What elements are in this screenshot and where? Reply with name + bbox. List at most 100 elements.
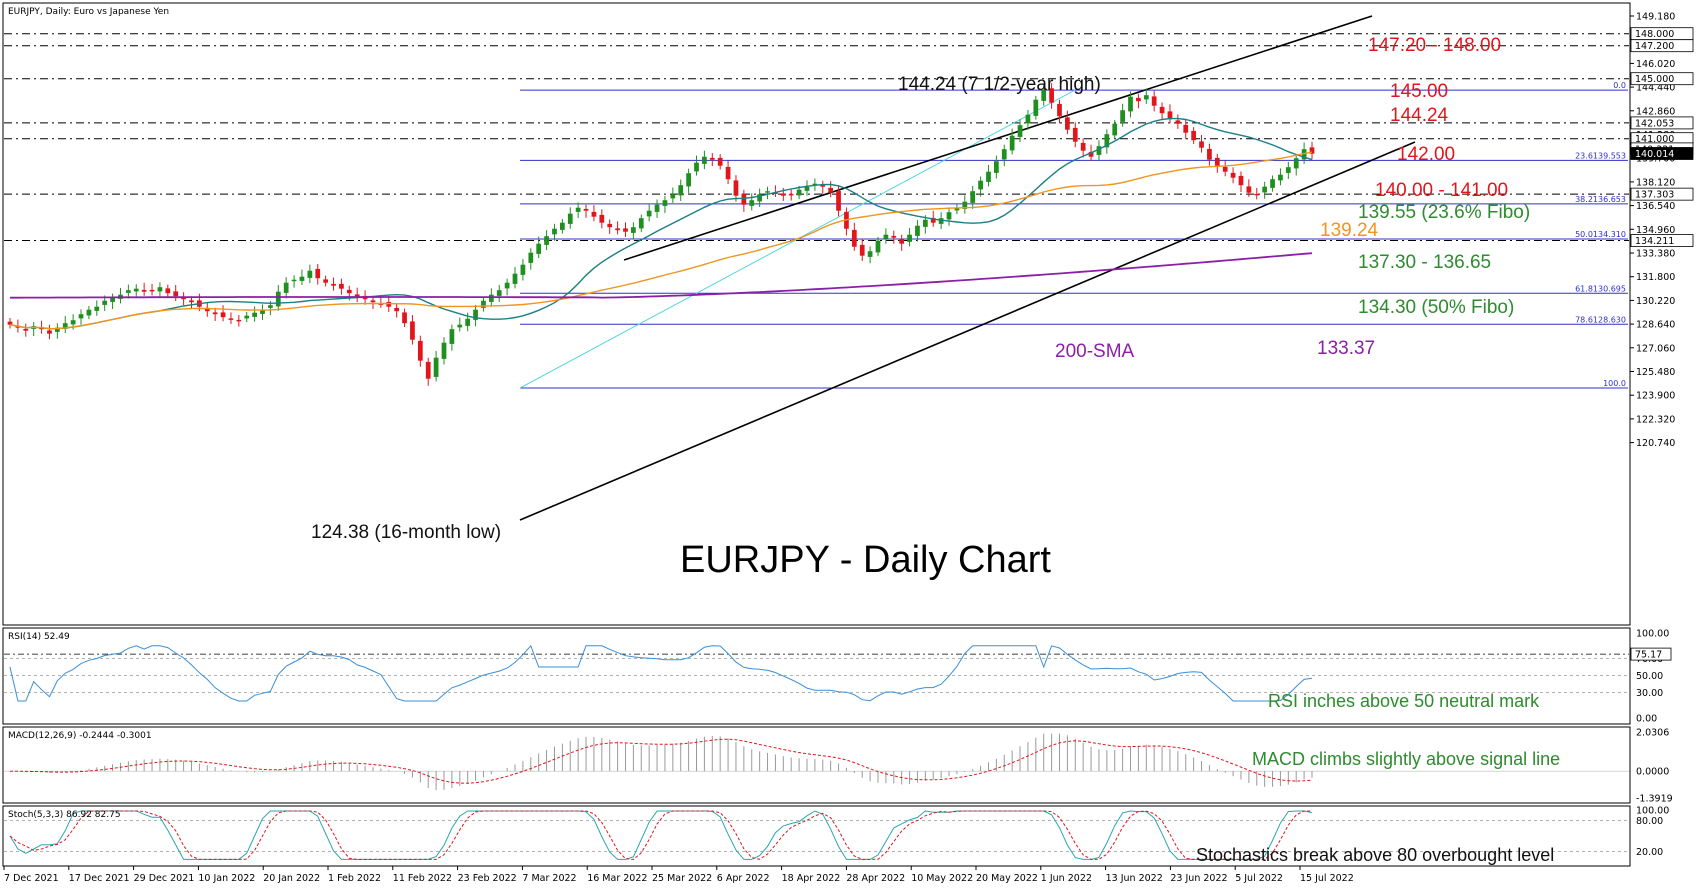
flag-141: 141.000: [1635, 134, 1674, 145]
channel-upper-line: [623, 15, 1373, 261]
price-tick-label: 144.440: [1636, 83, 1675, 94]
candle-body: [544, 236, 549, 245]
candle-body: [1238, 175, 1244, 186]
price-tick-label: 127.060: [1636, 343, 1675, 354]
price-tick-label: 123.900: [1636, 391, 1675, 402]
date-tick-label: 28 Apr 2022: [846, 873, 905, 884]
candle-body: [1072, 127, 1078, 142]
candle-body: [638, 218, 644, 229]
rsi-tick-label: 0.00: [1636, 714, 1657, 725]
fibo-382-label: 38.2136.653: [1575, 195, 1626, 204]
annotation-macd: MACD climbs slightly above signal line: [1252, 749, 1560, 769]
date-tick-label: 10 May 2022: [911, 873, 973, 884]
date-tick-label: 6 Apr 2022: [717, 873, 770, 884]
candle-body: [283, 282, 289, 293]
candle-body: [1128, 96, 1133, 112]
candle-body: [1159, 106, 1165, 114]
candle-body: [883, 234, 889, 239]
candle-body: [859, 244, 865, 256]
date-tick-label: 18 Apr 2022: [782, 873, 841, 884]
candle-body: [165, 288, 171, 294]
candle-body: [102, 300, 108, 305]
candle-body: [717, 157, 723, 166]
annotation-sma200-label: 200-SMA: [1055, 341, 1135, 362]
candle-body: [528, 252, 534, 263]
rsi-flag-box: [1630, 647, 1672, 661]
candle-body: [1143, 95, 1149, 100]
stoch-panel: [2, 805, 1631, 867]
candle-body: [1254, 193, 1260, 196]
date-axis: 7 Dec 2021 17 Dec 2021 29 Dec 2021 10 Jan 2…: [3, 866, 1354, 884]
candle-body: [575, 207, 581, 212]
candle-body: [1112, 123, 1118, 136]
sma200-line: [10, 252, 1313, 299]
candle-body: [1230, 172, 1236, 178]
rsi-header: RSI(14) 52.49: [8, 632, 70, 642]
flag-142-box: [1630, 116, 1694, 130]
main-header: EURJPY, Daily: Euro vs Japanese Yen: [8, 7, 169, 17]
price-tick-label: 130.220: [1636, 296, 1675, 307]
candle-body: [1080, 142, 1086, 151]
fibo-618-label: 61.8130.695: [1575, 284, 1626, 293]
candle-body: [812, 183, 818, 186]
candle-body: [599, 214, 605, 223]
candle-body: [78, 314, 84, 319]
candle-body: [465, 318, 471, 326]
date-tick-label: 5 Jul 2022: [1235, 873, 1283, 884]
candle-body: [899, 238, 905, 244]
candle-body: [331, 283, 336, 286]
date-tick-label: 25 Mar 2022: [652, 873, 712, 884]
candle-body: [1033, 99, 1039, 116]
candle-body: [1001, 149, 1007, 160]
candle-body: [141, 289, 147, 292]
price-tick-label: 136.540: [1636, 201, 1675, 212]
candle-body: [433, 357, 439, 377]
candle-body: [1270, 179, 1275, 188]
flag-1373: 137.303: [1635, 190, 1674, 201]
candle-body: [62, 323, 68, 329]
candle-body: [875, 240, 881, 253]
candle-body: [346, 289, 352, 294]
rsi-tick-label: 50.00: [1636, 671, 1663, 682]
candle-body: [646, 210, 652, 217]
candle-body: [930, 217, 936, 223]
price-tick-label: 142.860: [1636, 106, 1675, 117]
chart-title: EURJPY - Daily Chart: [680, 539, 1051, 581]
candle-body: [694, 162, 699, 172]
date-tick-label: 7 Mar 2022: [522, 873, 576, 884]
macd-signal-line: [10, 738, 1313, 784]
annotation-resistance-142: 142.00: [1397, 144, 1455, 165]
candle-body: [252, 312, 257, 317]
annotation-high: 144.24 (7 1/2-year high): [898, 74, 1101, 95]
candle-body: [725, 166, 731, 180]
candle-body: [559, 222, 565, 230]
candle-body: [993, 161, 999, 173]
candle-body: [552, 228, 557, 235]
candle-body: [867, 251, 873, 257]
candle-body: [417, 340, 423, 361]
flag-14001-box: [1630, 147, 1694, 160]
price-axis: 149.180146.020144.440142.860141.280139.7…: [1630, 12, 1694, 449]
date-tick-label: 7 Dec 2021: [4, 873, 59, 884]
macd-tick-label: 2.0306: [1636, 728, 1669, 739]
candle-body: [1293, 158, 1299, 169]
candle-body: [828, 187, 834, 193]
price-tick-label: 138.120: [1636, 177, 1675, 188]
price-tick-label: 131.800: [1636, 272, 1675, 283]
candle-body: [410, 321, 415, 340]
stoch-k-line: [9, 810, 1313, 860]
macd-header: MACD(12,26,9) -0.2444 -0.3001: [8, 731, 152, 741]
price-tick-label: 122.320: [1636, 414, 1675, 425]
candle-body: [607, 223, 613, 228]
stoch-tick-label: 80.00: [1636, 816, 1663, 827]
candle-body: [1167, 111, 1173, 120]
candle-body: [741, 193, 747, 205]
candle-body: [496, 290, 502, 296]
price-tick-label: 146.020: [1636, 59, 1675, 70]
candle-body: [212, 312, 218, 315]
candle-body: [820, 184, 826, 187]
stoch-tick-label: 20.00: [1636, 847, 1663, 858]
date-tick-label: 1 Jun 2022: [1041, 873, 1092, 884]
